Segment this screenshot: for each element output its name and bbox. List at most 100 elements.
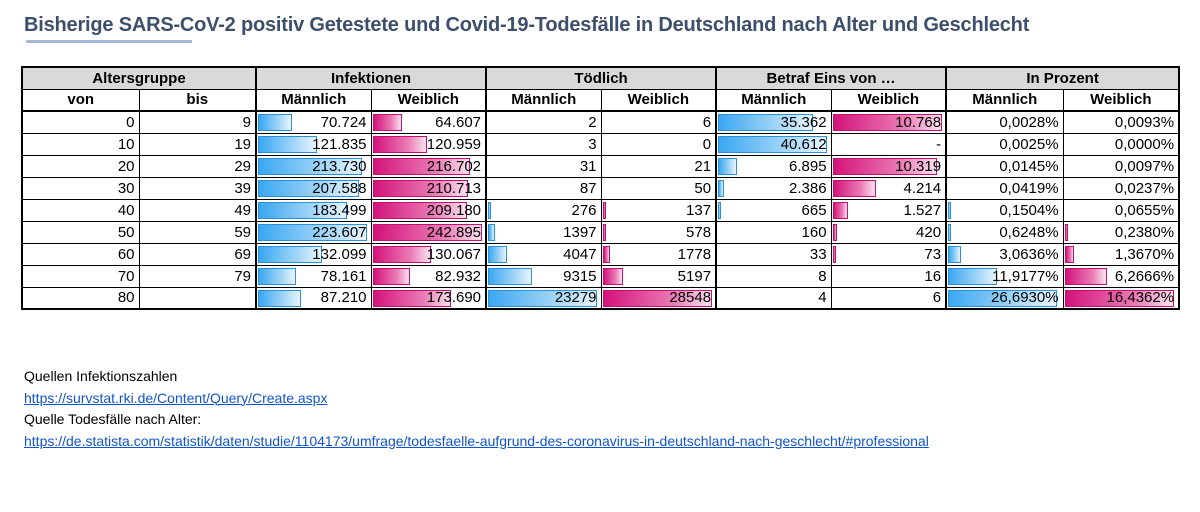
cell-value: 29 (234, 157, 252, 175)
cell-inf-m: 132.099 (255, 242, 372, 266)
data-bar-female (1064, 267, 1107, 285)
cell-tod-w: 137 (600, 198, 718, 222)
data-bar-male (258, 267, 297, 285)
cell-tod-w: 21 (600, 154, 718, 178)
data-bar-male (718, 201, 722, 219)
data-table: Altersgruppe Infektionen Tödlich Betraf … (20, 66, 1181, 310)
subheader-von: von (21, 88, 140, 112)
cell-betraf-w: 10.768 (830, 110, 948, 134)
cell-value: 30 (117, 179, 135, 197)
data-bar-female (602, 267, 623, 285)
cell-value: 82.932 (435, 267, 482, 285)
cell-value: 16,4362% (1106, 289, 1175, 307)
cell-tod-m: 9315 (485, 264, 602, 288)
deaths-source-link[interactable]: https://de.statista.com/statistik/daten/… (24, 432, 929, 449)
cell-value: 0,0097% (1114, 157, 1175, 175)
cell-value: 6 (932, 289, 942, 307)
cell-betraf-m: 160 (715, 220, 832, 244)
cell-proz-w: 0,0000% (1062, 132, 1181, 156)
cell-inf-m: 70.724 (255, 110, 372, 134)
cell-value: 210.713 (426, 179, 482, 197)
data-bar-male (488, 223, 496, 241)
data-bar-female (832, 114, 942, 131)
cell-value: 0,0655% (1114, 201, 1175, 219)
cell-value: 50 (117, 223, 135, 241)
data-bar-male (488, 245, 508, 263)
cell-betraf-w: - (830, 132, 948, 156)
cell-inf-w: 130.067 (370, 242, 488, 266)
cell-value: 0,1504% (999, 201, 1059, 219)
cell-value: 242.895 (426, 223, 482, 241)
cell-bis: 19 (138, 132, 258, 156)
cell-value: 6 (702, 113, 712, 131)
header-betraf: Betraf Eins von … (715, 66, 948, 90)
subheader-inf-weiblich: Weiblich (370, 88, 488, 112)
cell-value: 223.607 (312, 223, 367, 241)
cell-tod-w: 50 (600, 176, 718, 200)
data-bar-male (948, 245, 962, 263)
cell-value: 0,0000% (1114, 135, 1175, 153)
subheader-betraf-weiblich: Weiblich (830, 88, 948, 112)
page-title: Bisherige SARS-CoV-2 positiv Getestete u… (24, 14, 1030, 36)
data-bar-male (718, 135, 828, 153)
cell-bis: 9 (138, 110, 258, 134)
data-bar-male (258, 157, 363, 175)
data-bar-female (1064, 245, 1074, 263)
cell-value: 11,9177% (992, 267, 1059, 285)
cell-value: 59 (234, 223, 252, 241)
data-bar-female (372, 157, 470, 175)
cell-proz-w: 0,0093% (1062, 110, 1181, 134)
cell-value: 87.210 (320, 289, 367, 307)
cell-betraf-m: 33 (715, 242, 832, 266)
cell-value: 10 (117, 135, 135, 153)
cell-bis: 29 (138, 154, 258, 178)
data-bar-male (488, 289, 598, 307)
cell-tod-m: 276 (485, 198, 602, 222)
cell-value: 16 (924, 267, 942, 285)
cell-value: 23279 (554, 289, 597, 307)
cell-proz-m: 0,0145% (945, 154, 1064, 178)
cell-value: 3,0636% (999, 245, 1059, 263)
cell-von: 60 (21, 242, 140, 266)
cell-tod-w: 5197 (600, 264, 718, 288)
data-bar-male (258, 179, 360, 197)
cell-proz-w: 6,2666% (1062, 264, 1181, 288)
cell-betraf-w: 420 (830, 220, 948, 244)
cell-value: 0,2380% (1114, 223, 1175, 241)
data-bar-male (258, 201, 348, 219)
cell-value: 33 (809, 245, 827, 263)
subheader-proz-weiblich: Weiblich (1062, 88, 1181, 112)
cell-inf-w: 210.713 (370, 176, 488, 200)
cell-betraf-m: 8 (715, 264, 832, 288)
cell-value: 28548 (669, 289, 712, 307)
cell-tod-m: 23279 (485, 286, 602, 310)
cell-inf-m: 223.607 (255, 220, 372, 244)
cell-proz-m: 0,0025% (945, 132, 1064, 156)
cell-value: 70 (117, 267, 135, 285)
cell-value: 130.067 (426, 245, 482, 263)
data-bar-male (258, 114, 293, 131)
table-row: 40 49 183.499 209.180 276 137 665 1.527 0,1504% 0… (21, 198, 1181, 222)
cell-value: 0 (126, 113, 135, 131)
cell-tod-w: 578 (600, 220, 718, 244)
subheader-betraf-maennlich: Männlich (715, 88, 832, 112)
cell-betraf-m: 665 (715, 198, 832, 222)
cell-value: 1,3670% (1114, 245, 1175, 263)
data-bar-male (948, 289, 1058, 307)
table-row: 10 19 121.835 120.959 3 0 40.612 - 0,0025% 0,0000… (21, 132, 1181, 156)
data-bar-male (488, 201, 492, 219)
infections-source-link[interactable]: https://survstat.rki.de/Content/Query/Cr… (24, 389, 328, 406)
cell-tod-m: 2 (485, 110, 602, 134)
cell-value: 0,6248% (999, 223, 1059, 241)
cell-tod-m: 3 (485, 132, 602, 156)
cell-value: 0,0237% (1114, 179, 1175, 197)
cell-value: 8 (818, 267, 827, 285)
cell-proz-m: 11,9177% (945, 264, 1064, 288)
cell-von: 30 (21, 176, 140, 200)
data-bar-female (1064, 289, 1174, 307)
data-bar-male (258, 245, 323, 263)
cell-value: 4 (818, 289, 827, 307)
cell-value: 40.612 (780, 135, 827, 153)
cell-value: 70.724 (320, 113, 367, 131)
cell-value: 10.319 (895, 157, 942, 175)
